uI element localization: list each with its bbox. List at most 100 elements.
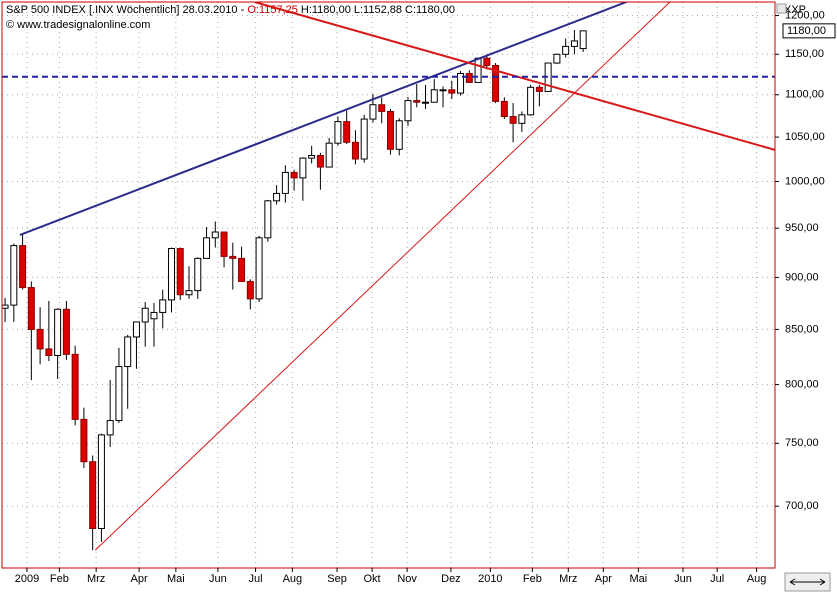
x-tick-label: Mai bbox=[167, 573, 185, 585]
y-tick-label: 1150,00 bbox=[785, 48, 824, 60]
x-tick-label: Apr bbox=[595, 573, 612, 585]
header-source: © www.tradesignalonline.com bbox=[6, 19, 150, 31]
x-tick-label: Jul bbox=[249, 573, 263, 585]
x-tick-label: Mrz bbox=[87, 573, 105, 585]
y-tick-label: 900,00 bbox=[785, 271, 819, 283]
candle-body bbox=[150, 311, 158, 320]
candle-body bbox=[483, 57, 491, 66]
candle-body bbox=[159, 299, 167, 313]
x-tick-label: Nov bbox=[397, 573, 417, 585]
candle-body bbox=[351, 141, 359, 160]
candle-body bbox=[404, 100, 412, 122]
x-tick-label: Aug bbox=[747, 573, 767, 585]
scroll-button[interactable] bbox=[776, 3, 787, 14]
candle-body bbox=[378, 104, 386, 112]
y-tick-label: 700,00 bbox=[785, 500, 819, 512]
y-tick-label: 850,00 bbox=[785, 323, 819, 335]
candle-body bbox=[2, 304, 9, 309]
candle-body bbox=[281, 171, 289, 194]
candle-body bbox=[518, 114, 526, 124]
candle-body bbox=[238, 257, 246, 282]
x-tick-label: Mrz bbox=[559, 573, 577, 585]
x-tick-label: Okt bbox=[364, 573, 381, 585]
candle-body bbox=[106, 420, 114, 436]
header-rest: H:1180,00 L:1152,88 C:1180,00 bbox=[301, 4, 455, 16]
candle-body bbox=[80, 418, 88, 463]
x-tick-label: Aug bbox=[283, 573, 303, 585]
y-tick-label: 800,00 bbox=[785, 379, 819, 391]
candle-body bbox=[535, 86, 543, 92]
candle-body bbox=[316, 154, 324, 168]
candle-body bbox=[185, 290, 193, 296]
candle-body bbox=[62, 308, 70, 355]
candle-body bbox=[386, 110, 394, 150]
candle-body bbox=[527, 86, 535, 116]
x-tick-label: 2010 bbox=[478, 573, 502, 585]
last-price-label: 1180,00 bbox=[787, 25, 826, 37]
zoom-arrows bbox=[789, 578, 826, 586]
x-tick-label: Mai bbox=[629, 573, 647, 585]
x-tick-label: Jun bbox=[209, 573, 227, 585]
candle-body bbox=[413, 100, 421, 103]
candle-body bbox=[290, 171, 298, 179]
corner-label: XXP bbox=[784, 4, 806, 16]
candle-body bbox=[360, 118, 368, 160]
header-title: S&P 500 INDEX [.INX Wöchentlich] 28.03.2… bbox=[6, 4, 247, 16]
x-tick-label: Jun bbox=[674, 573, 692, 585]
y-tick-label: 950,00 bbox=[785, 222, 819, 234]
candle-body bbox=[369, 104, 377, 120]
candle-body bbox=[422, 101, 430, 104]
candle-body bbox=[194, 257, 202, 292]
candle-body bbox=[176, 248, 184, 296]
candle-body bbox=[509, 116, 517, 124]
candle-body bbox=[19, 245, 27, 289]
candle-body bbox=[457, 72, 465, 94]
candle-body bbox=[474, 57, 482, 83]
candle-body bbox=[115, 366, 123, 422]
candle-body bbox=[273, 192, 281, 202]
candle-body bbox=[27, 287, 35, 330]
plot-border bbox=[1, 1, 776, 569]
candle-body bbox=[570, 40, 578, 47]
candle-body bbox=[45, 348, 53, 356]
plot bbox=[2, 2, 775, 551]
x-tick-label: Apr bbox=[131, 573, 148, 585]
candle-body bbox=[255, 237, 263, 300]
candle-body bbox=[308, 154, 316, 159]
x-tick-label: Feb bbox=[523, 573, 542, 585]
x-tick-label: Sep bbox=[327, 573, 347, 585]
y-tick-label: 1200,00 bbox=[785, 9, 825, 21]
candle-body bbox=[36, 328, 44, 350]
candle-body bbox=[54, 308, 62, 356]
y-tick-label: 1000,00 bbox=[785, 175, 825, 187]
candle-body bbox=[343, 121, 351, 143]
x-tick-label: Dez bbox=[441, 573, 461, 585]
candle-body bbox=[71, 353, 79, 420]
candle-body bbox=[553, 53, 561, 64]
candle-body bbox=[141, 307, 149, 323]
candle-body bbox=[325, 142, 333, 168]
candle-body bbox=[97, 434, 105, 530]
candle-body bbox=[132, 321, 140, 338]
candle-body bbox=[10, 245, 18, 306]
x-tick-label: 2009 bbox=[15, 573, 39, 585]
candle-body bbox=[124, 336, 132, 368]
candle-body bbox=[395, 120, 403, 150]
candle-body bbox=[492, 64, 500, 102]
candle-body bbox=[167, 248, 175, 301]
candle-body bbox=[430, 89, 438, 103]
candle-body bbox=[264, 200, 272, 239]
candle-body bbox=[439, 89, 447, 92]
candle-body bbox=[299, 157, 307, 179]
candle-body bbox=[562, 45, 570, 55]
candle-body bbox=[229, 255, 237, 259]
header-open: O:1157,25 bbox=[247, 4, 298, 16]
candle-body bbox=[220, 231, 228, 257]
candle-body bbox=[246, 280, 254, 300]
y-tick-label: 1100,00 bbox=[785, 89, 824, 101]
y-tick-label: 750,00 bbox=[785, 437, 819, 449]
candle-body bbox=[448, 89, 456, 94]
candle-body bbox=[500, 100, 508, 118]
